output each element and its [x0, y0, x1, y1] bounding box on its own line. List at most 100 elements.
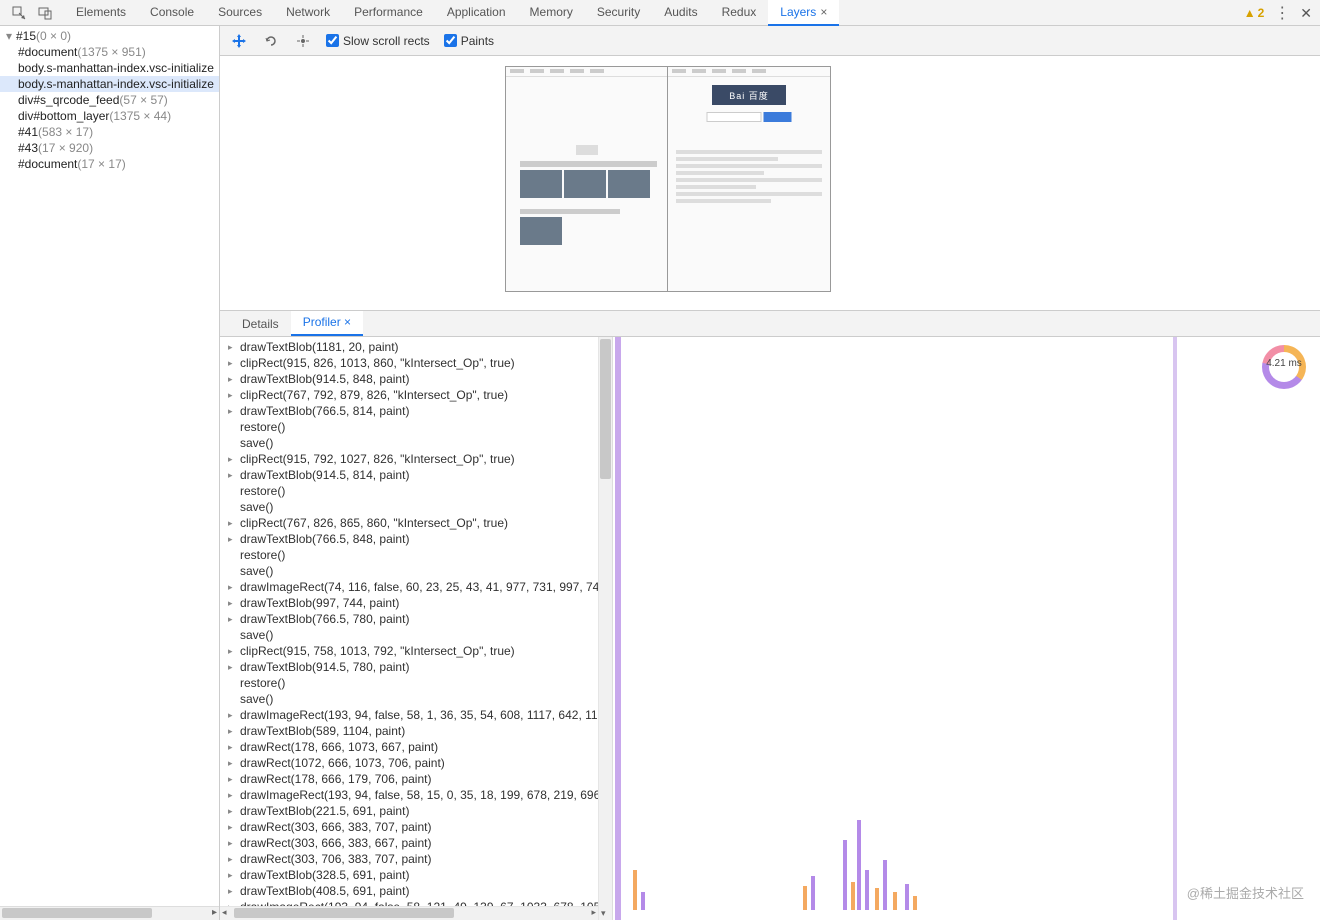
profiler-row[interactable]: drawRect(303, 706, 383, 707, paint): [226, 851, 612, 867]
profiler-row[interactable]: drawTextBlob(914.5, 780, paint): [226, 659, 612, 675]
overflow-menu-icon[interactable]: ⋮: [1274, 3, 1290, 23]
tree-row[interactable]: body.s-manhattan-index.vsc-initialize: [0, 76, 219, 92]
tab-audits[interactable]: Audits: [652, 0, 709, 26]
tab-security[interactable]: Security: [585, 0, 652, 26]
flame-bar: [851, 882, 855, 910]
profiler-command-list: drawTextBlob(1181, 20, paint)clipRect(91…: [220, 337, 613, 920]
profiler-row[interactable]: clipRect(767, 792, 879, 826, "kIntersect…: [226, 387, 612, 403]
page-3d-mock: Bai 百度: [505, 66, 831, 292]
paints-checkbox[interactable]: Paints: [444, 34, 494, 48]
profiler-v-scrollbar[interactable]: ▴ ▾: [598, 337, 612, 920]
profiler-row[interactable]: drawTextBlob(914.5, 848, paint): [226, 371, 612, 387]
lower-body: drawTextBlob(1181, 20, paint)clipRect(91…: [220, 337, 1320, 920]
inspect-icon[interactable]: [10, 4, 28, 22]
main-layout: ▾#15(0 × 0) #document(1375 × 951)body.s-…: [0, 26, 1320, 920]
tree-row-label: div#bottom_layer: [18, 109, 109, 123]
profiler-row[interactable]: drawTextBlob(997, 744, paint): [226, 595, 612, 611]
profiler-row[interactable]: save(): [226, 627, 612, 643]
flame-bar: [913, 896, 917, 910]
rotate-icon[interactable]: [262, 32, 280, 50]
tree-row-dims: (17 × 920): [38, 141, 93, 155]
profiler-row[interactable]: drawRect(303, 666, 383, 667, paint): [226, 835, 612, 851]
tab-layers[interactable]: Layers×: [768, 0, 839, 26]
profiler-row[interactable]: drawRect(178, 666, 1073, 667, paint): [226, 739, 612, 755]
profiler-row[interactable]: drawTextBlob(1181, 20, paint): [226, 339, 612, 355]
flame-bar: [905, 884, 909, 910]
profiler-row[interactable]: drawTextBlob(408.5, 691, paint): [226, 883, 612, 899]
tab-details[interactable]: Details: [230, 312, 291, 336]
profiler-row[interactable]: save(): [226, 563, 612, 579]
device-toggle-icon[interactable]: [36, 4, 54, 22]
flame-bar: [811, 876, 815, 910]
tree-row[interactable]: div#bottom_layer(1375 × 44): [0, 108, 219, 124]
flame-bar: [875, 888, 879, 910]
profiler-row[interactable]: drawRect(178, 666, 179, 706, paint): [226, 771, 612, 787]
profiler-row[interactable]: drawTextBlob(589, 1104, paint): [226, 723, 612, 739]
tree-row[interactable]: div#s_qrcode_feed(57 × 57): [0, 92, 219, 108]
tab-console[interactable]: Console: [138, 0, 206, 26]
tree-row-dims: (583 × 17): [38, 125, 93, 139]
tree-h-scrollbar[interactable]: ◂ ▸: [0, 906, 219, 920]
profiler-row[interactable]: clipRect(915, 826, 1013, 860, "kIntersec…: [226, 355, 612, 371]
tree-root-label: #15: [16, 29, 36, 43]
flame-bar: [865, 870, 869, 910]
profiler-row[interactable]: drawTextBlob(221.5, 691, paint): [226, 803, 612, 819]
tab-elements[interactable]: Elements: [64, 0, 138, 26]
profiler-row[interactable]: drawRect(303, 666, 383, 707, paint): [226, 819, 612, 835]
profiler-row[interactable]: clipRect(767, 826, 865, 860, "kIntersect…: [226, 515, 612, 531]
paints-label: Paints: [461, 34, 494, 48]
slow-scroll-rects-input[interactable]: [326, 34, 339, 47]
profiler-row[interactable]: clipRect(915, 758, 1013, 792, "kIntersec…: [226, 643, 612, 659]
profiler-row[interactable]: restore(): [226, 419, 612, 435]
profiler-flame-area[interactable]: 4.21 ms: [613, 337, 1320, 920]
layers-3d-preview[interactable]: Bai 百度: [220, 56, 1320, 311]
tab-redux[interactable]: Redux: [710, 0, 769, 26]
tab-application[interactable]: Application: [435, 0, 518, 26]
flame-column-b: [1173, 337, 1177, 920]
tab-network[interactable]: Network: [274, 0, 342, 26]
slow-scroll-rects-checkbox[interactable]: Slow scroll rects: [326, 34, 430, 48]
profiler-row[interactable]: clipRect(915, 792, 1027, 826, "kIntersec…: [226, 451, 612, 467]
timing-ring-label: 4.21 ms: [1262, 358, 1306, 369]
profiler-h-scrollbar[interactable]: ◂ ▸: [220, 906, 598, 920]
profiler-row[interactable]: drawImageRect(193, 94, false, 58, 1, 36,…: [226, 707, 612, 723]
profiler-row[interactable]: drawTextBlob(766.5, 780, paint): [226, 611, 612, 627]
flame-bar: [893, 892, 897, 910]
flame-bar: [883, 860, 887, 910]
profiler-row[interactable]: restore(): [226, 675, 612, 691]
tab-profiler-close-icon[interactable]: ×: [344, 315, 351, 329]
tab-close-icon[interactable]: ×: [820, 5, 827, 19]
tree-row-dims: (1375 × 951): [77, 45, 145, 59]
profiler-row[interactable]: drawTextBlob(328.5, 691, paint): [226, 867, 612, 883]
tab-memory[interactable]: Memory: [518, 0, 585, 26]
tree-row-dims: (57 × 57): [119, 93, 167, 107]
tree-row[interactable]: #document(1375 × 951): [0, 44, 219, 60]
layers-toolbar: Slow scroll rects Paints: [220, 26, 1320, 56]
tab-profiler[interactable]: Profiler ×: [291, 310, 363, 336]
profiler-row[interactable]: restore(): [226, 483, 612, 499]
profiler-row[interactable]: save(): [226, 435, 612, 451]
tree-row[interactable]: #document(17 × 17): [0, 156, 219, 172]
profiler-row[interactable]: drawTextBlob(766.5, 848, paint): [226, 531, 612, 547]
profiler-row[interactable]: drawTextBlob(766.5, 814, paint): [226, 403, 612, 419]
tab-performance[interactable]: Performance: [342, 0, 435, 26]
profiler-row[interactable]: drawTextBlob(914.5, 814, paint): [226, 467, 612, 483]
reset-view-icon[interactable]: [294, 32, 312, 50]
close-devtools-icon[interactable]: ✕: [1300, 5, 1312, 22]
paints-input[interactable]: [444, 34, 457, 47]
profiler-row[interactable]: drawRect(1072, 666, 1073, 706, paint): [226, 755, 612, 771]
profiler-row[interactable]: restore(): [226, 547, 612, 563]
profiler-row[interactable]: save(): [226, 691, 612, 707]
profiler-row[interactable]: save(): [226, 499, 612, 515]
tab-sources[interactable]: Sources: [206, 0, 274, 26]
warning-badge[interactable]: ▲ 2: [1244, 6, 1265, 20]
tree-row[interactable]: #41(583 × 17): [0, 124, 219, 140]
tab-profiler-label: Profiler: [303, 315, 341, 329]
profiler-row[interactable]: drawImageRect(193, 94, false, 58, 15, 0,…: [226, 787, 612, 803]
profiler-row[interactable]: drawImageRect(74, 116, false, 60, 23, 25…: [226, 579, 612, 595]
devtools-top-tabs: ElementsConsoleSourcesNetworkPerformance…: [0, 0, 1320, 26]
tree-root-row[interactable]: ▾#15(0 × 0): [0, 28, 219, 44]
tree-row[interactable]: #43(17 × 920): [0, 140, 219, 156]
pan-icon[interactable]: [230, 32, 248, 50]
tree-row[interactable]: body.s-manhattan-index.vsc-initialize: [0, 60, 219, 76]
